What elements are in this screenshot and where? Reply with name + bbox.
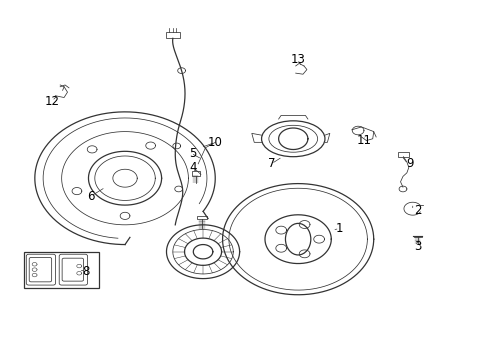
Text: 4: 4 (189, 161, 197, 174)
Text: 2: 2 (413, 204, 421, 217)
Text: 9: 9 (406, 157, 413, 170)
Bar (24, 252, 99, 288)
Text: 12: 12 (44, 95, 59, 108)
Text: 13: 13 (290, 53, 305, 66)
Text: 6: 6 (87, 190, 95, 203)
Text: 7: 7 (267, 157, 275, 170)
Text: 10: 10 (207, 136, 222, 149)
Text: 11: 11 (356, 134, 371, 147)
Bar (191, 171, 199, 176)
Bar (397, 152, 408, 157)
Bar (165, 32, 180, 39)
Bar (197, 216, 206, 220)
Text: 5: 5 (189, 147, 197, 159)
Text: 3: 3 (413, 240, 421, 253)
Text: 1: 1 (335, 222, 343, 235)
Text: 8: 8 (82, 265, 89, 278)
